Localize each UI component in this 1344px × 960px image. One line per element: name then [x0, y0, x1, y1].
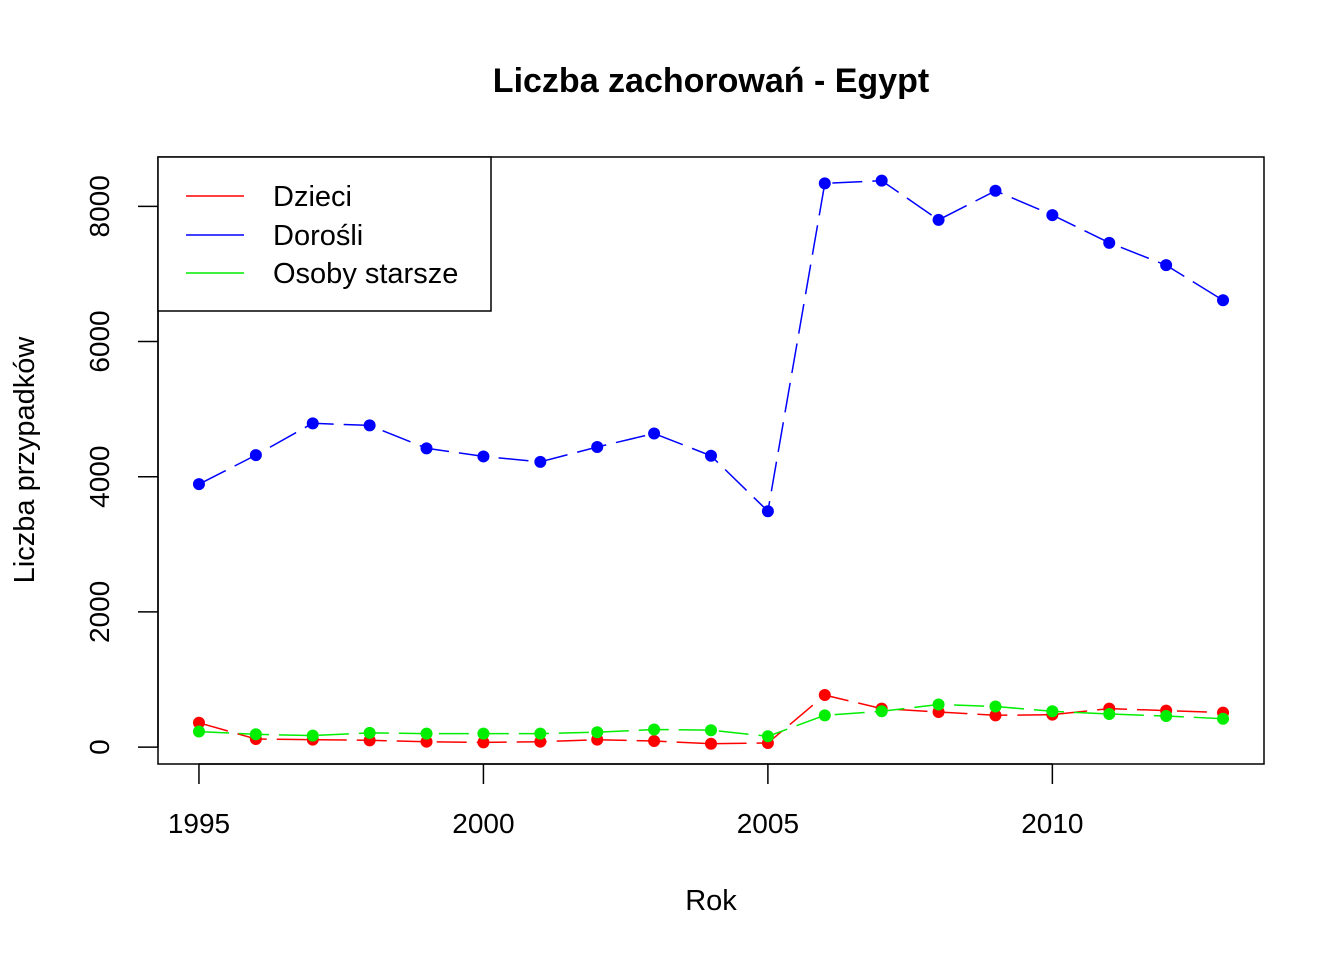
point-doro-li: [761, 505, 774, 518]
point-osoby-starsze: [192, 725, 205, 738]
point-doro-li: [420, 442, 433, 455]
point-osoby-starsze: [591, 726, 604, 739]
point-osoby-starsze: [477, 727, 490, 740]
point-doro-li: [249, 449, 262, 462]
point-doro-li: [477, 450, 490, 463]
x-tick-label: 2000: [452, 808, 514, 839]
point-doro-li: [1160, 259, 1173, 272]
y-axis-label: Liczba przypadków: [9, 336, 41, 584]
y-axis: 0 2000 4000 6000 8000: [84, 175, 159, 755]
point-osoby-starsze: [534, 727, 547, 740]
x-axis: 1995 2000 2005 2010: [168, 763, 1084, 839]
series-line-dzieci: [198, 694, 1224, 745]
point-osoby-starsze: [932, 698, 945, 711]
point-osoby-starsze: [648, 723, 661, 736]
point-doro-li: [1217, 294, 1230, 307]
point-osoby-starsze: [363, 726, 376, 739]
point-doro-li: [306, 417, 319, 430]
point-osoby-starsze: [705, 724, 717, 737]
point-doro-li: [989, 184, 1002, 197]
chart-title: Liczba zachorowań - Egypt: [493, 62, 929, 100]
x-axis-label: Rok: [685, 885, 737, 917]
point-dzieci: [648, 735, 661, 748]
point-osoby-starsze: [761, 730, 774, 743]
point-osoby-starsze: [249, 728, 262, 741]
x-tick-label: 1995: [168, 808, 230, 839]
legend: Dzieci Dorośli Osoby starsze: [157, 156, 492, 312]
point-osoby-starsze: [1046, 705, 1059, 718]
point-osoby-starsze: [420, 727, 433, 740]
point-doro-li: [705, 449, 717, 462]
point-dzieci: [989, 709, 1002, 722]
point-dzieci: [818, 689, 831, 702]
series-layer: [192, 174, 1230, 750]
point-doro-li: [591, 440, 604, 453]
point-dzieci: [477, 736, 490, 749]
legend-label-dorosli: Dorośli: [273, 220, 363, 252]
point-osoby-starsze: [306, 729, 319, 742]
point-osoby-starsze: [1160, 710, 1173, 723]
point-doro-li: [932, 213, 945, 226]
y-tick-label: 4000: [84, 446, 115, 508]
point-doro-li: [1103, 236, 1116, 249]
legend-label-dzieci: Dzieci: [273, 181, 352, 213]
point-osoby-starsze: [875, 705, 888, 718]
point-dzieci: [192, 716, 205, 729]
point-doro-li: [875, 174, 888, 187]
x-tick-label: 2005: [737, 808, 799, 839]
legend-label-osoby-starsze: Osoby starsze: [273, 258, 458, 290]
point-osoby-starsze: [989, 700, 1002, 713]
x-tick-label: 2010: [1021, 808, 1083, 839]
point-osoby-starsze: [818, 709, 831, 722]
point-doro-li: [363, 419, 376, 432]
y-tick-label: 6000: [84, 310, 115, 372]
point-osoby-starsze: [1103, 707, 1116, 720]
y-tick-label: 0: [84, 739, 115, 755]
point-doro-li: [1046, 209, 1059, 222]
y-tick-label: 2000: [84, 581, 115, 643]
point-dzieci: [705, 737, 717, 750]
point-doro-li: [818, 177, 831, 190]
point-doro-li: [534, 455, 547, 468]
point-doro-li: [648, 427, 661, 440]
legend-box: [157, 156, 492, 312]
point-doro-li: [192, 478, 205, 491]
point-osoby-starsze: [1217, 712, 1230, 725]
y-tick-label: 8000: [84, 175, 115, 237]
